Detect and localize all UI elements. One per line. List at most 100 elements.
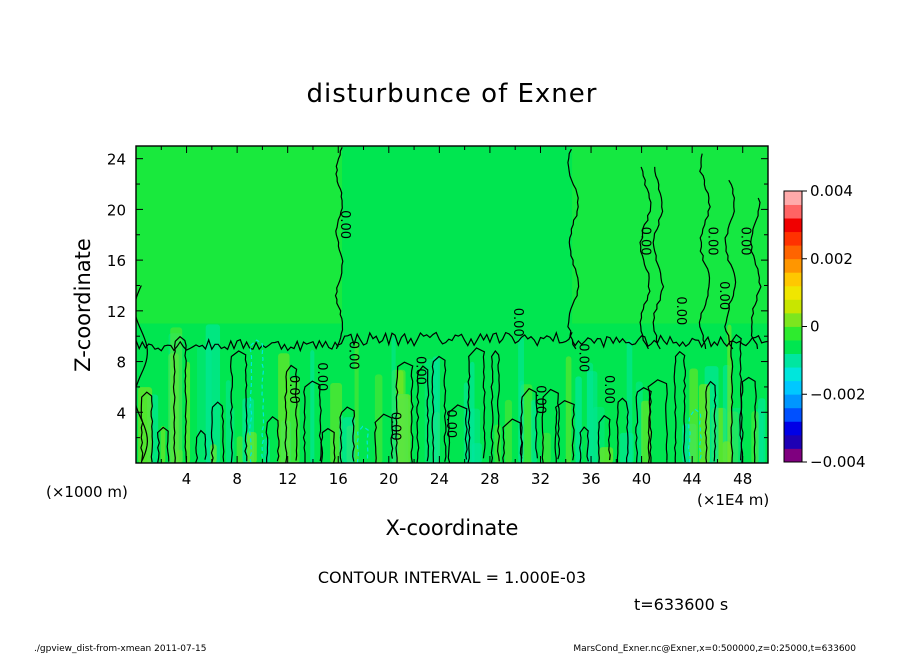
y-axis-ticks: 4 8 12 16 20 24: [107, 151, 768, 439]
contour-line: [156, 426, 170, 463]
x-unit-right: (×1E4 m): [697, 491, 769, 509]
contour-line: [687, 408, 703, 463]
contour-line: [616, 397, 629, 463]
contour-label: 0.00: [387, 412, 402, 441]
contour-label: 0.00: [286, 375, 301, 404]
contour-line: [356, 425, 369, 463]
contour-label: 0.00: [510, 308, 525, 337]
contour-line: [502, 418, 523, 463]
contour-line: [395, 361, 414, 463]
shade-streak: [236, 436, 244, 463]
colorbar-swatch: [784, 272, 802, 287]
contour-label: 0.00: [346, 341, 361, 370]
contour-label: 0.00: [443, 409, 458, 438]
shade-streak: [469, 361, 475, 463]
contour-line: [229, 350, 248, 463]
colorbar-swatch: [784, 367, 802, 382]
colorbar-swatch: [784, 312, 802, 327]
contour-line: [639, 166, 652, 350]
contour-line: [210, 401, 225, 463]
x-tick-label: 36: [581, 470, 600, 488]
contour-lines: [136, 147, 768, 463]
x-tick-label: 16: [329, 470, 348, 488]
colorbar-swatch: [784, 218, 802, 233]
contour-label: 0.00: [314, 362, 329, 391]
colorbar-swatch: [784, 380, 802, 395]
contour-line: [597, 414, 611, 463]
contour-line: [647, 379, 668, 463]
contour-label: 0.00: [533, 385, 548, 414]
colorbar-tick-label: −0.004: [810, 453, 866, 471]
contour-label: 0.00: [337, 210, 352, 239]
contour-line: [195, 429, 207, 463]
contour-line: [337, 330, 573, 347]
contour-line: [249, 339, 265, 463]
contour-line: [652, 166, 665, 350]
shade-streak: [185, 361, 191, 463]
x-tick-label: 32: [531, 470, 550, 488]
shade-streak: [205, 324, 221, 463]
time-text: t=633600 s: [634, 595, 728, 614]
upper-left-region: [136, 146, 343, 324]
contour-line: [339, 406, 356, 463]
x-tick-label: 8: [232, 470, 242, 488]
shade-streak: [635, 381, 643, 463]
contour-line: [467, 347, 486, 463]
colorbar-swatch: [784, 407, 802, 422]
contour-line: [302, 380, 322, 463]
contour-label: 0.00: [716, 281, 731, 310]
colorbar-swatch: [784, 353, 802, 368]
contour-line: [284, 364, 298, 463]
colorbar-swatch: [784, 448, 802, 463]
shade-streak: [722, 441, 731, 463]
contour-line: [698, 153, 711, 349]
plot-area: 0.00 0.00 0.00 0.00 0.00 0.00 0.00 0.00 0.00 0.00…: [107, 145, 769, 488]
shade-streak: [758, 398, 766, 463]
contour-line: [571, 334, 768, 349]
contour-label: 0.00: [576, 343, 591, 372]
y-tick-label: 16: [107, 252, 126, 270]
plot-frame: [135, 145, 769, 464]
contour-line: [635, 387, 653, 463]
shade-streak: [343, 417, 356, 463]
colorbar-swatch: [784, 326, 802, 341]
contour-line: [554, 400, 575, 463]
x-tick-label: 40: [632, 470, 651, 488]
footer-right: MarsCond_Exner.nc@Exner,x=0:500000,z=0:2…: [573, 644, 856, 654]
contour-line: [431, 355, 447, 463]
shade-streak: [518, 337, 524, 463]
contour-line: [136, 285, 149, 461]
y-tick-label: 8: [116, 354, 126, 372]
y-tick-label: 20: [107, 201, 126, 219]
contour-line: [567, 148, 580, 350]
x-tick-label: 4: [182, 470, 192, 488]
colorbar-swatch: [784, 434, 802, 449]
x-tick-label: 44: [683, 470, 702, 488]
shade-streak: [170, 327, 183, 463]
contour-line: [140, 391, 154, 463]
shade-streak: [586, 371, 598, 463]
x-tick-label: 20: [379, 470, 398, 488]
shade-streak: [432, 356, 440, 463]
colorbar-swatch: [784, 299, 802, 314]
shade-streak: [160, 426, 166, 463]
colorbar-swatch: [784, 204, 802, 219]
contour-label: 0.00: [638, 227, 653, 256]
shade-streak: [565, 356, 572, 463]
y-tick-label: 24: [107, 151, 126, 169]
contour-line: [334, 147, 344, 350]
contour-interval-text: CONTOUR INTERVAL = 1.000E-03: [318, 568, 586, 587]
x-tick-label: 48: [733, 470, 752, 488]
colorbar-swatch: [784, 421, 802, 436]
colorbar: −0.004 −0.002 0 0.002 0.004: [783, 182, 866, 471]
shade-streak: [246, 431, 257, 463]
shade-streak: [689, 368, 698, 463]
shade-streak: [727, 324, 732, 463]
colorbar-swatch: [784, 191, 802, 205]
y-axis-label: Z-coordinate: [71, 238, 95, 372]
shade-streak: [168, 333, 183, 463]
colorbar-tick-label: 0: [810, 318, 820, 336]
shade-streak: [397, 394, 411, 463]
colorbar-swatch: [784, 231, 802, 246]
